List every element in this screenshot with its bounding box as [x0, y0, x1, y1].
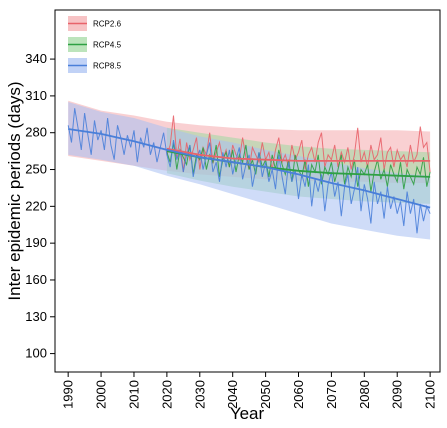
x-tick-label: 2100 — [423, 380, 438, 409]
x-axis-ticks: 1990 2000 2010 2020 2030 2040 2050 2060 2070 2080… — [61, 372, 438, 409]
plot-frame — [54, 9, 441, 373]
x-tick-label: 2040 — [225, 380, 240, 409]
legend-label-rcp4-5: RCP4.5 — [93, 41, 122, 50]
y-tick-label: 340 — [25, 51, 47, 66]
x-tick-label: 2000 — [94, 380, 109, 409]
x-tick-label: 2090 — [390, 380, 405, 409]
trend-line-rcp8-5 — [68, 128, 431, 209]
annual-line-rcp2-6 — [166, 115, 431, 173]
legend-item-rcp8-5: RCP8.5 — [68, 58, 122, 73]
x-axis-label: Year — [230, 404, 265, 423]
y-axis-label: Inter epidemic periods (days) — [5, 81, 24, 300]
uncertainty-bands — [68, 100, 431, 240]
annual-line-rcp4-5 — [166, 142, 431, 192]
trend-line-rcp2-6 — [166, 147, 431, 162]
x-tick-label: 1990 — [61, 380, 76, 409]
x-tick-label: 2030 — [192, 380, 207, 409]
y-tick-label: 280 — [25, 125, 47, 140]
x-tick-label: 2080 — [357, 380, 372, 409]
legend-item-rcp4-5: RCP4.5 — [68, 37, 122, 52]
legend-label-rcp2-6: RCP2.6 — [93, 20, 122, 29]
legend: RCP2.6 RCP4.5 RCP8.5 — [68, 16, 122, 73]
x-tick-label: 2070 — [324, 380, 339, 409]
y-tick-label: 310 — [25, 88, 47, 103]
legend-item-rcp2-6: RCP2.6 — [68, 16, 122, 31]
y-tick-label: 100 — [25, 346, 47, 361]
y-tick-label: 130 — [25, 309, 47, 324]
y-tick-label: 160 — [25, 272, 47, 287]
x-tick-label: 2020 — [159, 380, 174, 409]
y-tick-label: 190 — [25, 235, 47, 250]
band-rcp8-5 — [68, 102, 431, 240]
legend-label-rcp8-5: RCP8.5 — [93, 62, 122, 71]
x-tick-label: 2060 — [291, 380, 306, 409]
x-tick-label: 2010 — [127, 380, 142, 409]
x-tick-label: 2050 — [258, 380, 273, 409]
y-tick-label: 220 — [25, 198, 47, 213]
trend-lines — [68, 128, 431, 209]
y-tick-label: 250 — [25, 162, 47, 177]
y-axis-ticks: 100 130 160 190 220 250 280 310 340 — [25, 51, 55, 361]
